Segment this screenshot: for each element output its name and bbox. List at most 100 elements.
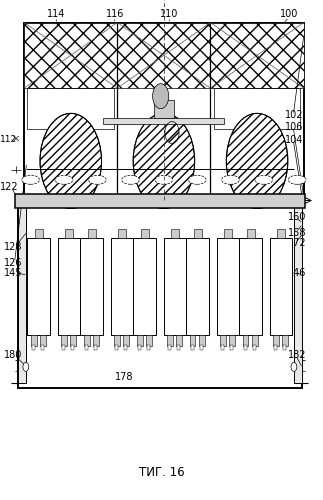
Text: 102: 102 <box>285 110 303 120</box>
Text: 116: 116 <box>106 9 124 19</box>
Bar <box>146 335 151 346</box>
Bar <box>221 345 224 350</box>
Bar <box>27 238 50 335</box>
Bar <box>168 345 171 350</box>
Text: 114: 114 <box>47 9 66 19</box>
Bar <box>24 22 117 88</box>
Text: 110: 110 <box>161 9 179 19</box>
Bar <box>176 335 182 346</box>
Bar <box>282 335 288 346</box>
Bar <box>103 118 224 124</box>
Text: 145: 145 <box>4 268 22 278</box>
Bar <box>117 22 211 88</box>
Bar <box>18 200 26 382</box>
Bar <box>244 345 247 350</box>
Ellipse shape <box>22 176 39 184</box>
Text: 146: 146 <box>288 268 306 278</box>
Bar <box>190 335 195 346</box>
Bar <box>80 238 103 335</box>
Bar <box>220 335 226 346</box>
Bar <box>84 335 89 346</box>
Ellipse shape <box>89 176 106 184</box>
Text: 180: 180 <box>4 350 22 360</box>
Bar <box>186 238 209 335</box>
Bar <box>141 228 149 237</box>
Bar <box>40 335 46 346</box>
Bar <box>137 335 142 346</box>
Circle shape <box>133 114 195 208</box>
Bar <box>216 238 239 335</box>
Bar <box>214 88 300 129</box>
Bar <box>62 345 65 350</box>
Bar <box>147 345 150 350</box>
Bar <box>200 345 203 350</box>
Bar <box>171 228 179 237</box>
Bar <box>93 335 99 346</box>
Bar <box>191 345 194 350</box>
Bar <box>247 228 255 237</box>
Text: 128: 128 <box>4 242 22 252</box>
Circle shape <box>153 84 169 108</box>
Bar <box>274 345 277 350</box>
Bar <box>118 228 126 237</box>
Bar <box>88 228 96 237</box>
Ellipse shape <box>188 176 206 184</box>
Text: 108: 108 <box>162 145 180 155</box>
Bar <box>24 22 304 200</box>
Ellipse shape <box>288 176 306 184</box>
Text: 122: 122 <box>0 182 19 192</box>
Bar <box>18 200 302 388</box>
Circle shape <box>226 114 288 208</box>
Bar <box>32 345 35 350</box>
Bar <box>229 335 235 346</box>
Bar <box>294 200 302 382</box>
Bar <box>15 194 305 207</box>
Bar <box>269 238 292 335</box>
Bar <box>177 345 180 350</box>
Text: 182: 182 <box>288 350 307 360</box>
Bar <box>273 335 279 346</box>
Text: 158: 158 <box>288 228 307 237</box>
Ellipse shape <box>55 176 73 184</box>
Ellipse shape <box>255 176 273 184</box>
Bar <box>230 345 233 350</box>
Bar <box>61 335 67 346</box>
Circle shape <box>23 362 29 372</box>
Circle shape <box>291 362 297 372</box>
Text: 106: 106 <box>285 122 303 132</box>
Bar <box>123 335 129 346</box>
Bar <box>85 345 88 350</box>
Bar <box>114 335 120 346</box>
Text: 112: 112 <box>0 136 17 144</box>
Circle shape <box>40 114 101 208</box>
Bar <box>70 335 76 346</box>
Text: ΤИГ. 16: ΤИГ. 16 <box>139 466 184 479</box>
Bar <box>163 238 186 335</box>
Bar <box>199 335 204 346</box>
Ellipse shape <box>155 176 173 184</box>
Text: 104: 104 <box>285 135 303 145</box>
Bar <box>57 238 80 335</box>
Text: 178: 178 <box>115 372 134 382</box>
Bar <box>71 345 74 350</box>
Bar <box>154 100 173 117</box>
Bar <box>253 345 256 350</box>
Text: 172: 172 <box>288 238 307 248</box>
Text: 100: 100 <box>280 9 298 19</box>
Bar <box>224 228 232 237</box>
Text: 160: 160 <box>288 212 306 222</box>
Bar <box>167 335 173 346</box>
Bar <box>252 335 257 346</box>
Bar <box>41 345 44 350</box>
Bar <box>138 345 141 350</box>
Bar <box>110 238 133 335</box>
Bar <box>35 228 43 237</box>
Bar <box>124 345 127 350</box>
Ellipse shape <box>122 176 140 184</box>
Bar <box>239 238 262 335</box>
Bar <box>194 228 202 237</box>
Ellipse shape <box>222 176 239 184</box>
Bar <box>277 228 285 237</box>
Bar <box>283 345 286 350</box>
Bar <box>27 88 114 129</box>
